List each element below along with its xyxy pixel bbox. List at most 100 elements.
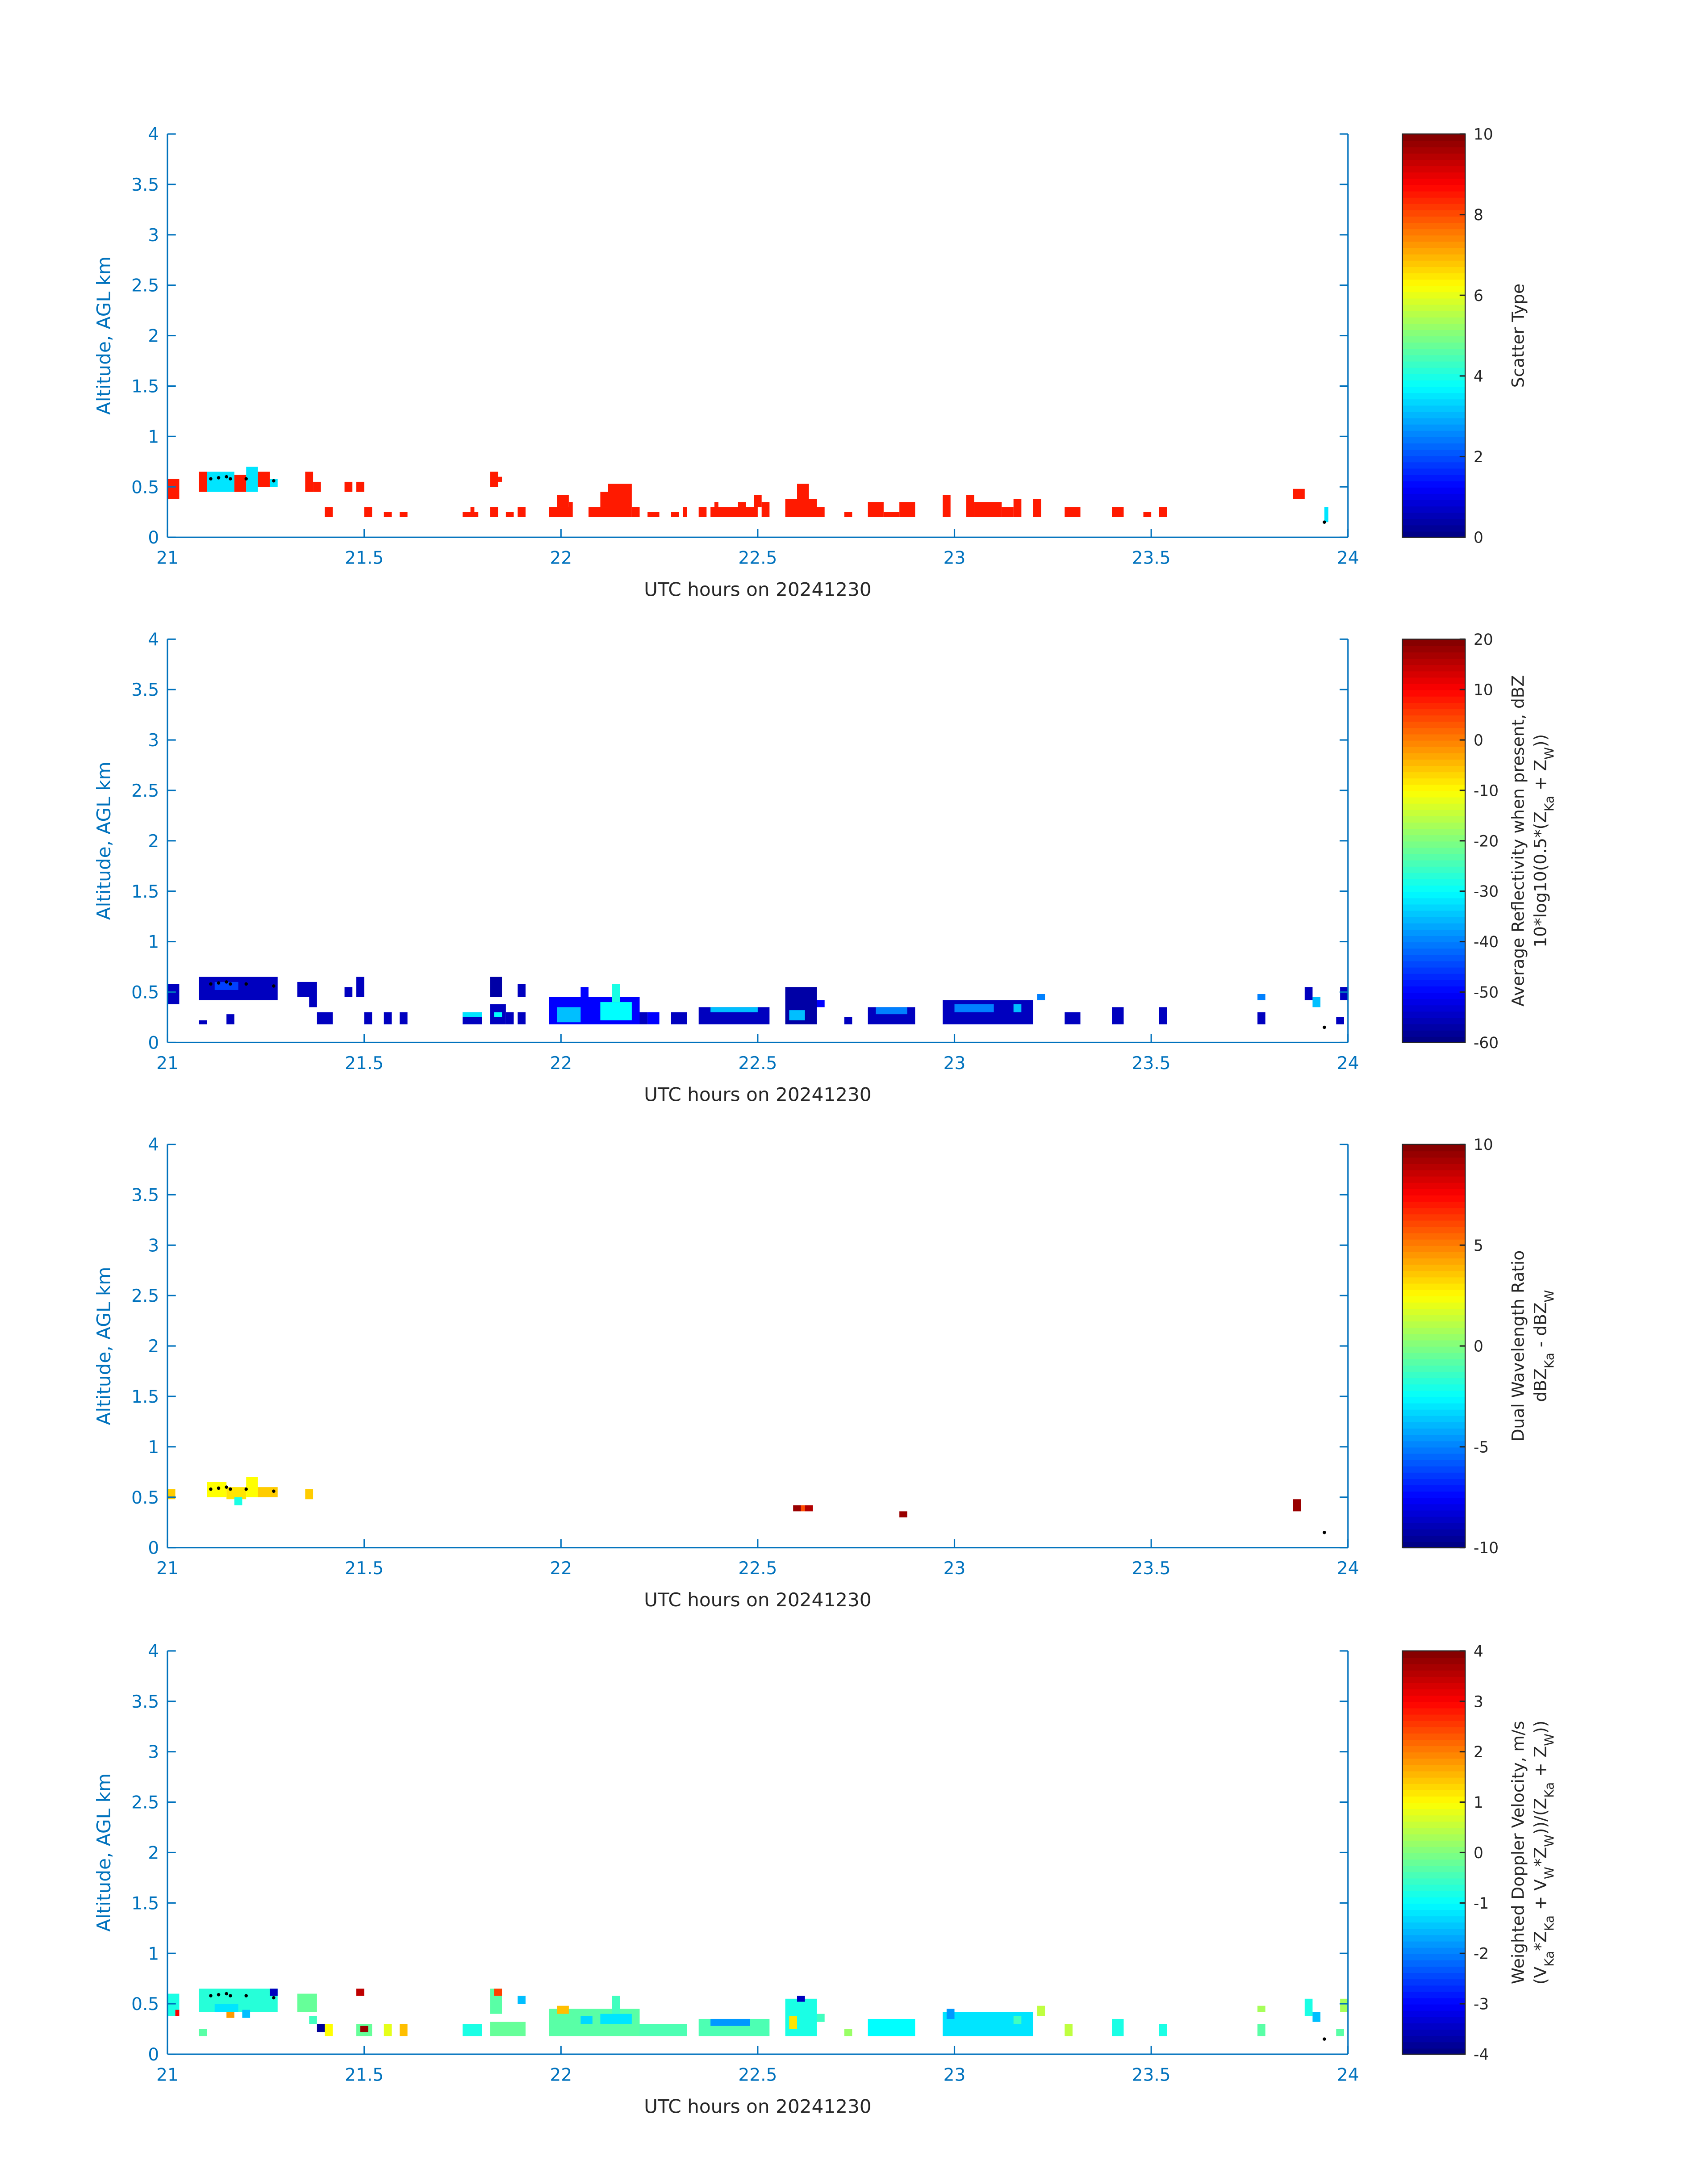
heatmap-cell (612, 984, 620, 1003)
colorbar-segment (1402, 803, 1466, 810)
colorbar-segment (1402, 159, 1466, 167)
heatmap-cell (462, 2024, 482, 2036)
heatmap-cell (883, 512, 900, 517)
colorbar-segment (1402, 1676, 1466, 1683)
colorbar-segment (1402, 1865, 1466, 1872)
heatmap-cell (317, 1012, 333, 1024)
panel-2: 21 21.5 22 22.5 23 23.5 2400.511.522.533.54UTC… (93, 630, 1557, 1105)
colorbar-segment (1402, 752, 1466, 760)
colorbar-segment (1402, 1459, 1466, 1467)
colorbar-segment (1402, 1535, 1466, 1542)
heatmap-cell (1013, 1004, 1022, 1012)
colorbar-label-text: Average Reflectivity when present, dBZ (1508, 675, 1528, 1007)
colorbar-segment (1402, 1377, 1466, 1385)
colorbar-segment (1402, 1509, 1466, 1517)
heatmap-cell (490, 507, 498, 517)
heatmap-cell (639, 1012, 648, 1024)
colorbar-segment (1402, 1346, 1466, 1353)
colorbar-label-text: + Z (1531, 1746, 1550, 1782)
heatmap-cell (344, 987, 353, 997)
heatmap-cell (297, 982, 317, 997)
colorbar-segment (1402, 1966, 1466, 1973)
colorbar-segment (1402, 310, 1466, 318)
heatmap-cell (258, 472, 270, 487)
heatmap-cell (518, 1012, 526, 1024)
data-marker (229, 1994, 232, 1997)
y-tick-label: 0.5 (131, 1994, 159, 2014)
colorbar-segment (1402, 708, 1466, 716)
colorbar-segment (1402, 834, 1466, 842)
x-tick-label: 21.5 (345, 2065, 384, 2085)
colorbar-segment (1402, 481, 1466, 488)
colorbar-segment (1402, 790, 1466, 798)
x-tick-label: 23.5 (1132, 1559, 1171, 1579)
colorbar-segment (1402, 297, 1466, 305)
colorbar-tick-label: -60 (1474, 1034, 1499, 1052)
colorbar-segment (1402, 1657, 1466, 1664)
y-tick-label: 2 (148, 1843, 159, 1864)
x-tick-label: 22.5 (738, 2065, 777, 2085)
colorbar-segment (1402, 209, 1466, 217)
colorbar-segment (1402, 639, 1466, 646)
colorbar-segment (1402, 317, 1466, 324)
colorbar-segment (1402, 335, 1466, 343)
heatmap-cell (714, 502, 718, 507)
colorbar-segment (1402, 1516, 1466, 1523)
colorbar-tick-label: -1 (1474, 1895, 1489, 1913)
heatmap-cell (1159, 1007, 1167, 1024)
data-marker (209, 477, 213, 481)
colorbar-segment (1402, 1365, 1466, 1372)
colorbar-label: (VKa*ZKa + VW*ZW))/(ZKa + ZW)) (1531, 1721, 1557, 1985)
colorbar-segment (1402, 2010, 1466, 2017)
y-tick-label: 1.5 (131, 377, 159, 397)
y-tick-label: 1.5 (131, 1387, 159, 1407)
colorbar-segment (1402, 1270, 1466, 1278)
heatmap-cell (1336, 2029, 1344, 2036)
colorbar-segment (1402, 342, 1466, 349)
heatmap-cell (639, 2024, 687, 2036)
heatmap-cell (1065, 507, 1081, 517)
colorbar-label-text: 10*log10(0.5*(Z (1531, 811, 1550, 948)
colorbar-segment (1402, 1004, 1466, 1012)
colorbar-label-text: + V (1531, 1879, 1550, 1915)
heatmap-cell (647, 1012, 660, 1024)
data-marker (1323, 1025, 1326, 1029)
y-tick-label: 0.5 (131, 1488, 159, 1508)
colorbar-tick-label: 0 (1474, 1844, 1483, 1862)
colorbar-segment (1402, 903, 1466, 911)
x-tick-label: 22.5 (738, 548, 777, 568)
colorbar-segment (1402, 1821, 1466, 1828)
x-tick-label: 21.5 (345, 1053, 384, 1074)
colorbar-segment (1402, 1226, 1466, 1233)
colorbar-segment (1402, 910, 1466, 917)
heatmap-cell (199, 472, 207, 492)
colorbar-tick-label: 5 (1474, 1237, 1483, 1255)
colorbar-segment (1402, 1352, 1466, 1359)
colorbar-segment (1402, 746, 1466, 753)
colorbar-segment (1402, 652, 1466, 659)
colorbar-segment (1402, 1302, 1466, 1309)
colorbar-segment (1402, 1017, 1466, 1024)
colorbar-segment (1402, 153, 1466, 160)
colorbar-tick-label: 2 (1474, 1743, 1483, 1761)
heatmap-cell (1013, 2016, 1022, 2024)
colorbar-label-subscript: W (1542, 1290, 1557, 1303)
colorbar-segment (1402, 1997, 1466, 2005)
colorbar-segment (1402, 1884, 1466, 1891)
colorbar-segment (1402, 853, 1466, 861)
heatmap-cell (199, 1020, 207, 1024)
colorbar-segment (1402, 1688, 1466, 1696)
colorbar-segment (1402, 1707, 1466, 1715)
colorbar-segment (1402, 1777, 1466, 1784)
heatmap-cell (234, 475, 246, 492)
colorbar-segment (1402, 998, 1466, 1006)
colorbar-segment (1402, 992, 1466, 999)
colorbar-segment (1402, 234, 1466, 242)
y-tick-label: 1 (148, 932, 159, 953)
colorbar-segment (1402, 828, 1466, 836)
colorbar-segment (1402, 1333, 1466, 1341)
heatmap-cell (384, 512, 392, 517)
colorbar-segment (1402, 455, 1466, 463)
colorbar-segment (1402, 860, 1466, 867)
colorbar-segment (1402, 443, 1466, 450)
